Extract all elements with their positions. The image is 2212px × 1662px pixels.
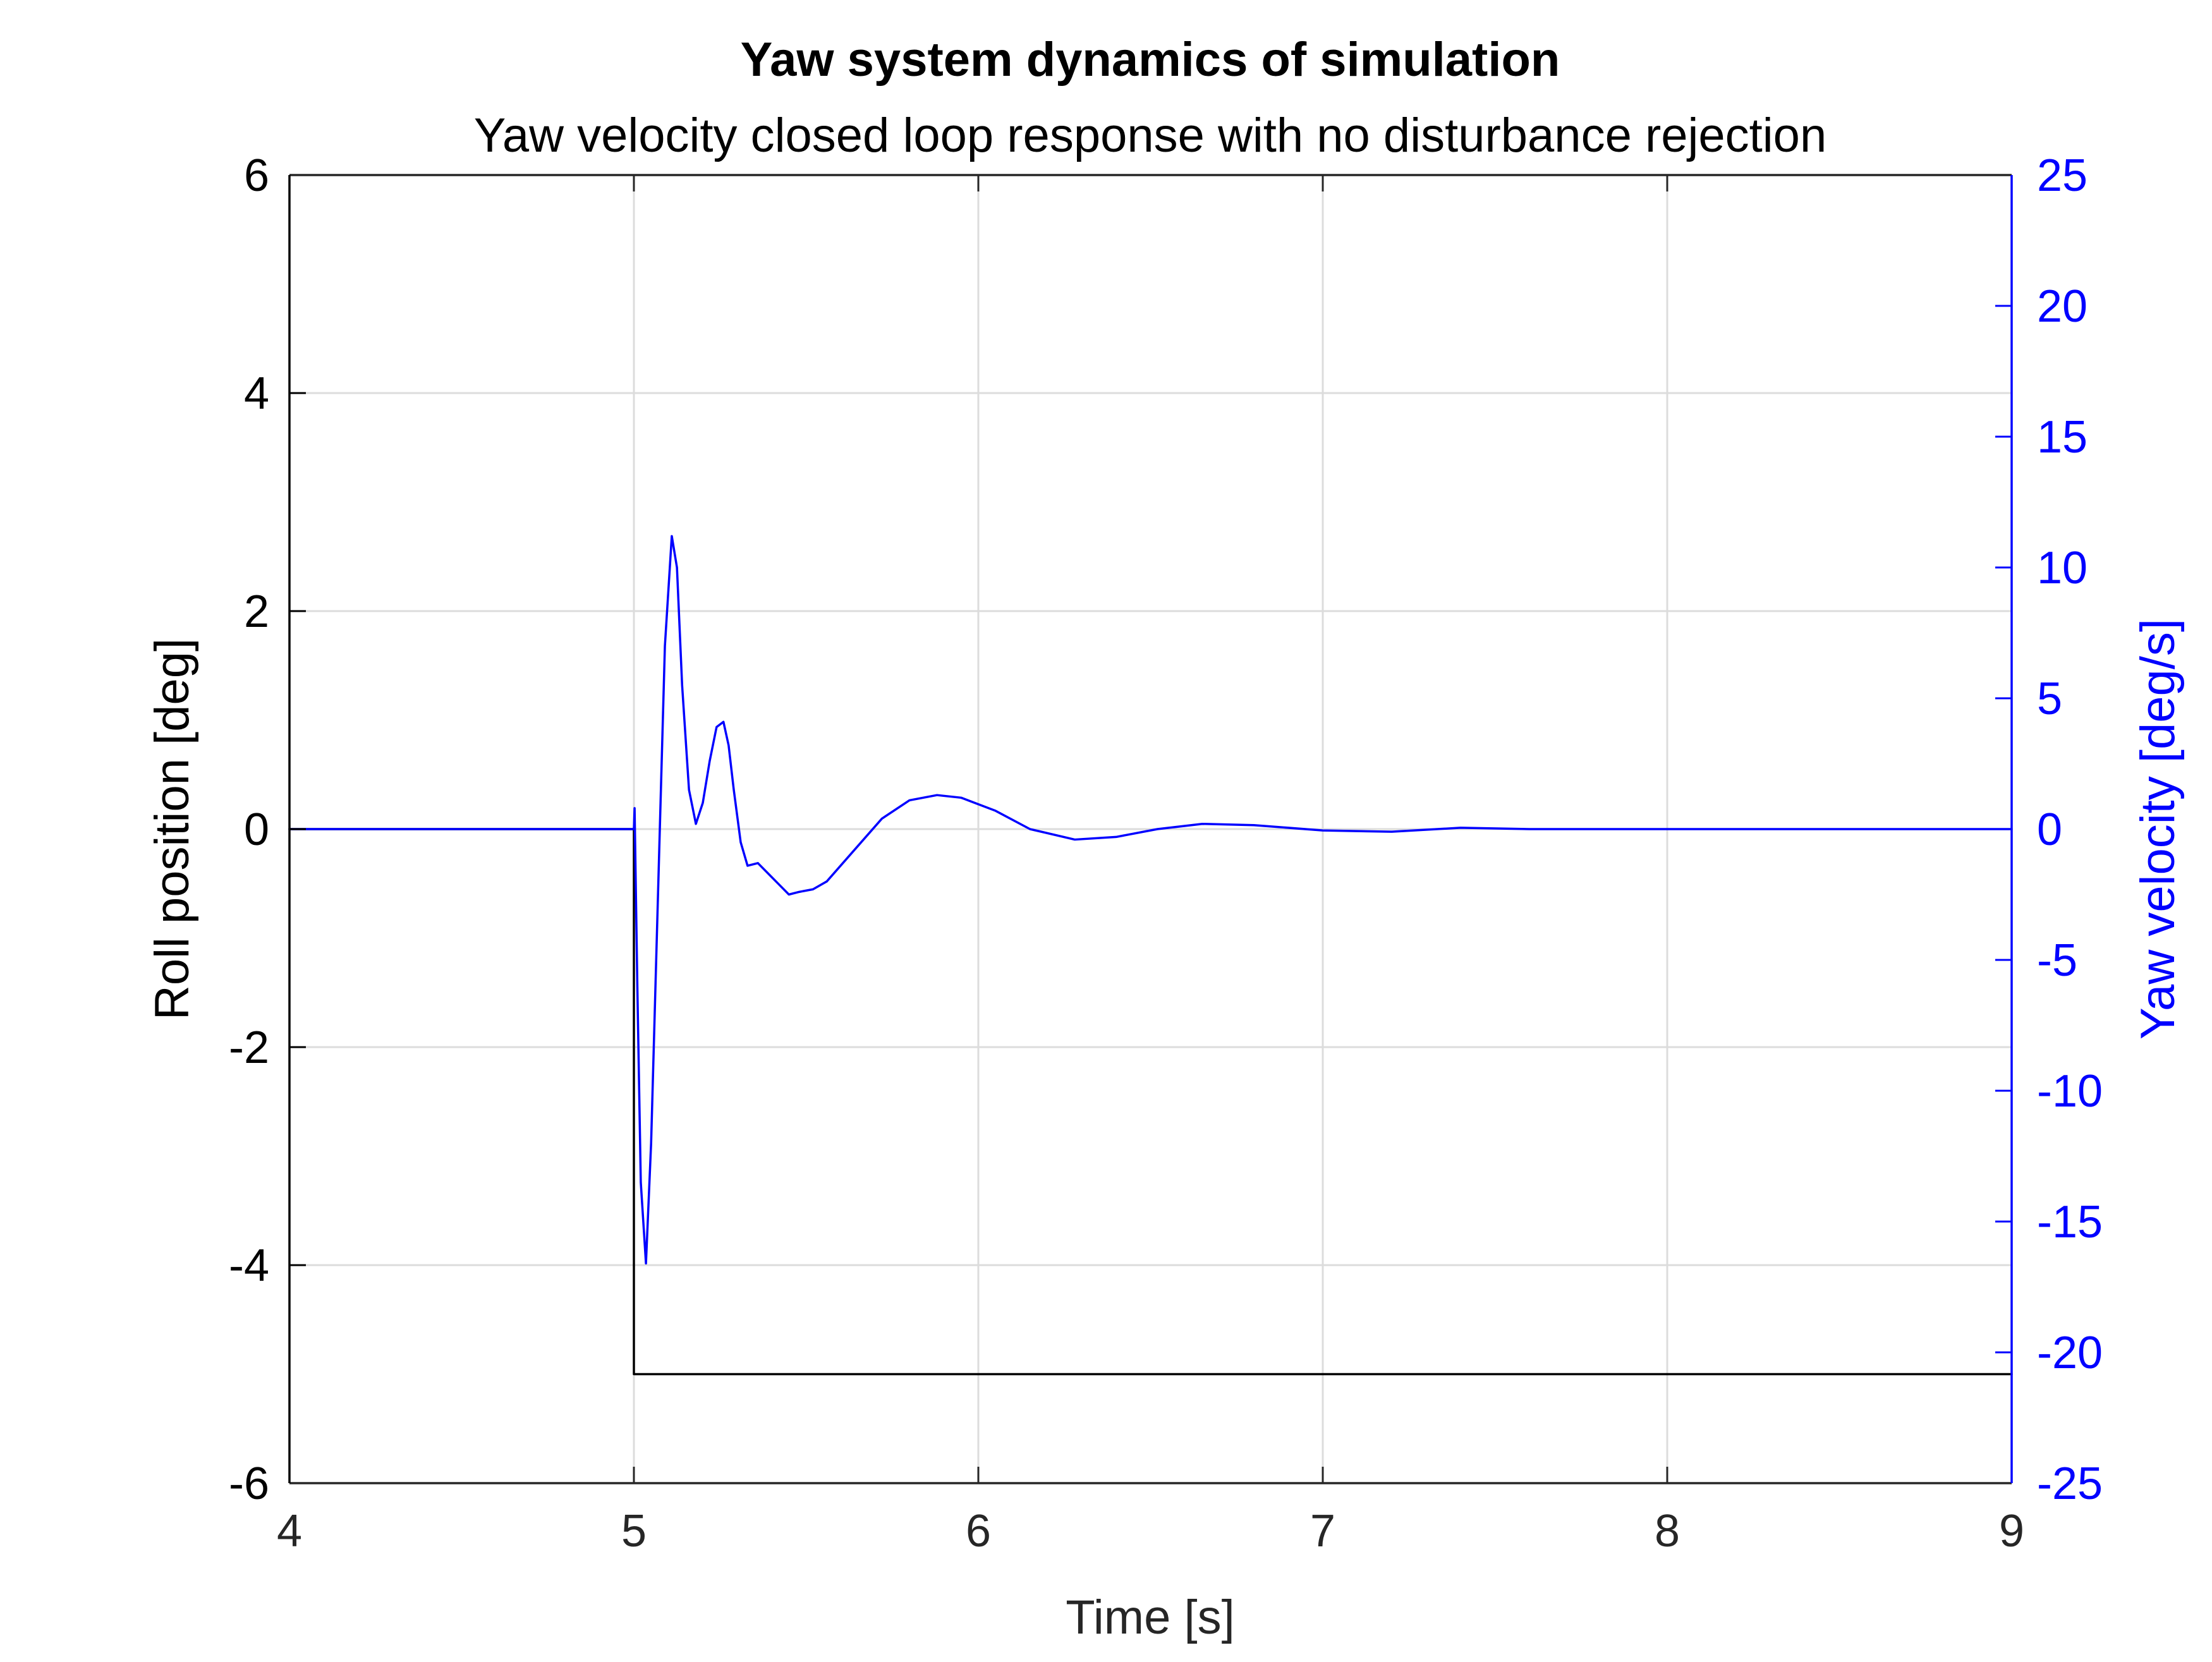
y-right-tick-label: 25 xyxy=(2037,150,2087,201)
x-tick-label: 7 xyxy=(1310,1506,1335,1556)
y-right-tick-label: 15 xyxy=(2037,412,2087,463)
y-right-tick-label: 10 xyxy=(2037,543,2087,593)
y-left-tick-label: 0 xyxy=(244,804,269,855)
y-left-tick-label: -6 xyxy=(229,1459,269,1509)
y-left-tick-label: -4 xyxy=(229,1240,269,1291)
x-axis-label: Time [s] xyxy=(1066,1591,1234,1644)
x-tick-label: 5 xyxy=(621,1506,647,1556)
y-right-tick-label: 5 xyxy=(2037,674,2062,724)
y-right-tick-label: -25 xyxy=(2037,1459,2103,1509)
x-tick-label: 8 xyxy=(1655,1506,1680,1556)
x-tick-label: 4 xyxy=(277,1506,302,1556)
y-right-tick-label: 20 xyxy=(2037,281,2087,332)
y-left-tick-label: 6 xyxy=(244,150,269,201)
y-left-axis-label: Roll position [deg] xyxy=(145,638,199,1020)
x-tick-label: 9 xyxy=(1999,1506,2024,1556)
y-right-tick-label: 0 xyxy=(2037,804,2062,855)
yaw-velocity-series-line xyxy=(288,535,2013,1265)
y-right-tick-label: -15 xyxy=(2037,1197,2103,1247)
y-right-tick-label: -5 xyxy=(2037,935,2077,986)
chart-subtitle: Yaw velocity closed loop response with n… xyxy=(474,109,1826,162)
labels: Yaw system dynamics of simulation Yaw ve… xyxy=(145,33,2185,1644)
y-left-tick-label: 4 xyxy=(244,368,269,419)
y-right-tick-label: -10 xyxy=(2037,1066,2103,1117)
y-right-tick-label: -20 xyxy=(2037,1328,2103,1378)
chart-title: Yaw system dynamics of simulation xyxy=(741,33,1560,87)
y-right-axis-label: Yaw velocity [deg/s] xyxy=(2131,619,2185,1040)
series-layer xyxy=(288,535,2013,1376)
y-left-tick-label: -2 xyxy=(229,1022,269,1073)
y-left-tick-label: 2 xyxy=(244,586,269,637)
x-tick-label: 6 xyxy=(966,1506,991,1556)
